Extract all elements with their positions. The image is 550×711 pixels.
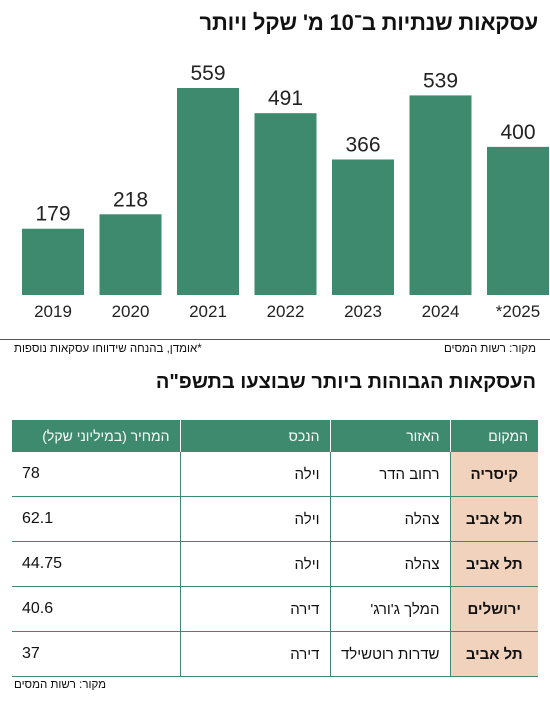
cell-price: 62.1 (12, 496, 180, 542)
value-label: 366 (345, 133, 380, 156)
chart-footnote: *אומדן, בהנחה שידווחו עסקאות נוספות (14, 343, 202, 355)
bar-2020 (99, 214, 162, 295)
value-label: 400 (500, 121, 535, 144)
value-label: 218 (113, 188, 148, 211)
chart-source: מקור: רשות המסים (443, 343, 536, 355)
cell-asset: וילה (179, 541, 330, 587)
header-area: האזור (329, 420, 450, 452)
header-place: המקום (449, 420, 538, 452)
x-tick-label: 2023 (344, 302, 382, 321)
x-tick-label: 2019 (34, 302, 72, 321)
cell-asset: וילה (179, 496, 330, 542)
x-tick-label: 2021 (189, 302, 227, 321)
chart-notes: *אומדן, בהנחה שידווחו עסקאות נוספות מקור… (0, 339, 550, 360)
value-label: 559 (190, 62, 225, 85)
cell-area: רחוב הדר (329, 452, 450, 497)
cell-price: 44.75 (12, 541, 180, 587)
cell-asset: דירה (179, 631, 330, 677)
x-tick-label: 2022 (267, 302, 305, 321)
chart-title: עסקאות שנתיות ב־10 מ' שקל ויותר (199, 10, 539, 35)
cell-place: תל אביב (449, 541, 538, 587)
x-tick-label: *2025 (496, 302, 540, 321)
cell-price: 37 (12, 631, 180, 677)
cell-place: ירושלים (449, 586, 538, 632)
table-header-row: המקום האזור הנכס המחיר (במיליוני שקל) (12, 420, 538, 452)
value-label: 179 (35, 203, 70, 226)
bar-2021 (177, 88, 239, 295)
top-deals-table: המקום האזור הנכס המחיר (במיליוני שקל) קי… (12, 420, 538, 677)
table-source: מקור: רשות המסים (14, 679, 107, 691)
cell-area: שדרות רוטשילד (329, 631, 450, 677)
header-asset: הנכס (179, 420, 330, 452)
x-tick-label: 2020 (112, 302, 150, 321)
table-row: תל אביב צהלה וילה 44.75 (12, 541, 538, 587)
table-row: ירושלים המלך ג'ורג' דירה 40.6 (12, 586, 538, 632)
bar-2024 (409, 95, 472, 295)
cell-place: קיסריה (449, 452, 538, 497)
cell-area: צהלה (329, 541, 450, 587)
bar-2019 (22, 228, 84, 295)
bar-2022 (254, 113, 317, 295)
value-label: 491 (268, 87, 303, 110)
bar-*2025 (487, 146, 549, 295)
table-row: תל אביב צהלה וילה 62.1 (12, 496, 538, 542)
header-price: המחיר (במיליוני שקל) (12, 420, 180, 452)
value-label: 539 (423, 69, 458, 92)
bar-chart: 179 2019 218 2020 559 2021 491 2022 366 2023 539 20… (22, 62, 549, 321)
cell-asset: דירה (179, 586, 330, 632)
x-tick-label: 2024 (422, 302, 460, 321)
cell-place: תל אביב (449, 496, 538, 542)
cell-area: צהלה (329, 496, 450, 542)
cell-price: 40.6 (12, 586, 180, 632)
cell-price: 78 (12, 452, 180, 497)
cell-area: המלך ג'ורג' (329, 586, 450, 632)
cell-asset: וילה (179, 452, 330, 497)
cell-place: תל אביב (449, 631, 538, 677)
table-row: קיסריה רחוב הדר וילה 78 (12, 452, 538, 497)
table-title: העסקאות הגבוהות ביותר שבוצעו בתשפ"ה (155, 371, 536, 393)
bar-2023 (332, 159, 394, 295)
table-row: תל אביב שדרות רוטשילד דירה 37 (12, 631, 538, 677)
